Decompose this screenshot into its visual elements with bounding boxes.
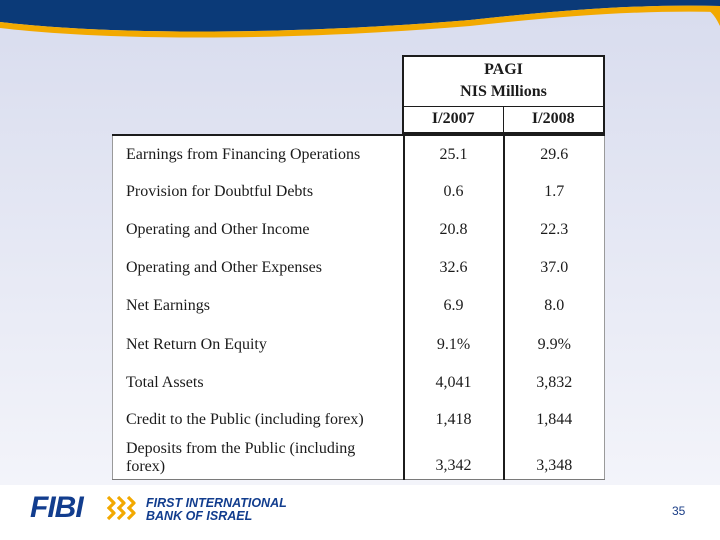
fibi-logo: FIBI [30,491,84,524]
column-header-2008: I/2008 [502,106,605,134]
table-row: Operating and Other Expenses 32.6 37.0 [113,249,605,287]
row-value-2007: 1,418 [402,402,504,438]
row-label: Deposits from the Public (including fore… [126,440,356,476]
row-label: Net Earnings [126,297,210,314]
row-value-2008: 29.6 [502,135,605,173]
row-value-2007: 32.6 [402,249,504,287]
column-header-2007: I/2007 [402,106,503,134]
header-navy-band [0,0,720,32]
header-gold-swoosh [0,5,720,38]
table-unit: NIS Millions [460,83,547,101]
row-label: Earnings from Financing Operations [126,145,361,163]
table-title: PAGI [484,61,523,79]
row-value-2008: 1.7 [502,173,605,211]
table-row: Net Earnings 6.9 8.0 [113,287,605,325]
row-value-2008: 1,844 [502,402,605,438]
row-label: Operating and Other Expenses [126,259,322,276]
row-value-2008: 22.3 [502,211,605,249]
fibi-logo-mark-icon [106,495,136,521]
pagi-data-table: Earnings from Financing Operations 25.1 … [112,134,605,480]
bank-name-line2: BANK OF ISRAEL [146,509,253,523]
bank-name: FIRST INTERNATIONAL BANK OF ISRAEL [146,497,287,523]
table-row: Operating and Other Income 20.8 22.3 [113,211,605,249]
row-label: Net Return On Equity [126,335,267,353]
row-value-2008: 3,832 [502,364,605,402]
table-row: Provision for Doubtful Debts 0.6 1.7 [113,173,605,211]
table-row: Total Assets 4,041 3,832 [113,364,605,402]
row-label: Operating and Other Income [126,221,310,238]
row-label: Credit to the Public (including forex) [126,411,364,428]
pagi-table: PAGI NIS Millions I/2007 I/2008 [112,55,605,134]
row-value-2007: 20.8 [402,211,504,249]
row-label: Provision for Doubtful Debts [126,183,314,200]
row-value-2007: 4,041 [402,364,504,402]
pagi-table-panel: PAGI NIS Millions I/2007 I/2008 Earnings… [112,55,605,480]
table-row: Earnings from Financing Operations 25.1 … [113,135,605,173]
page-number: 35 [672,504,686,518]
row-value-2007: 6.9 [402,287,504,325]
table-row: Deposits from the Public (including fore… [113,438,605,479]
row-label: Total Assets [126,374,204,391]
row-value-2008: 37.0 [502,249,605,287]
row-value-2008: 9.9% [502,325,605,364]
table-title-cell: PAGI NIS Millions [402,55,605,107]
table-row: Net Return On Equity 9.1% 9.9% [113,325,605,364]
bank-name-line1: FIRST INTERNATIONAL [146,496,287,510]
table-row: Credit to the Public (including forex) 1… [113,402,605,438]
row-value-2008: 8.0 [502,287,605,325]
row-value-2007: 25.1 [402,135,504,173]
row-value-2007: 9.1% [402,325,504,364]
row-value-2007: 3,342 [402,438,504,479]
row-value-2007: 0.6 [402,173,504,211]
row-value-2008: 3,348 [502,438,605,479]
